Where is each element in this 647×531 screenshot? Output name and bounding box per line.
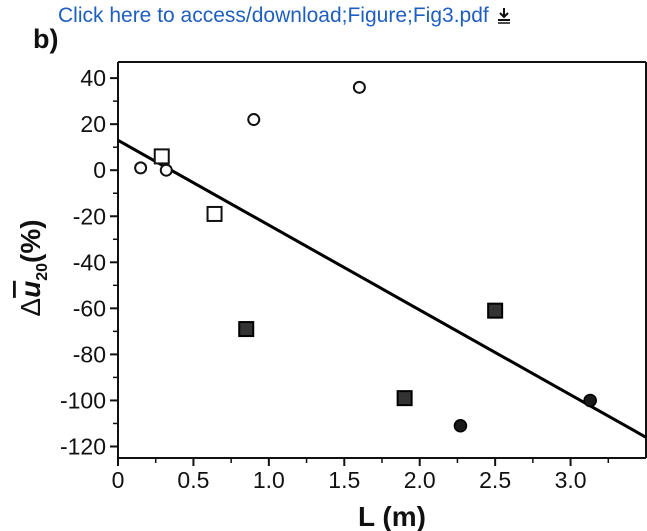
download-link-text[interactable]: Click here to access/download;Figure;Fig… [58, 4, 489, 27]
filled-square-point [238, 321, 255, 338]
y-tick-label: -80 [73, 341, 106, 367]
download-link[interactable]: Click here to access/download;Figure;Fig… [58, 4, 513, 28]
x-tick-label: 0.5 [177, 467, 209, 493]
y-tick-label: 20 [80, 111, 106, 137]
open-circle-point [134, 161, 148, 175]
open-circle-point [159, 163, 173, 177]
y-tick-label: -60 [73, 295, 106, 321]
y-tick-label: -20 [73, 203, 106, 229]
filled-square-point [487, 302, 504, 319]
x-axis-title: L (m) [358, 501, 426, 531]
filled-square-point [396, 390, 413, 407]
y-tick-label: -120 [60, 433, 106, 459]
download-icon[interactable] [497, 6, 513, 26]
open-square-point [153, 148, 170, 165]
open-circle-point [247, 113, 261, 127]
axes [117, 61, 647, 459]
y-title-subscript: 20 [34, 263, 51, 281]
y-title-delta: Δ [15, 298, 46, 317]
trend-line-group [117, 138, 647, 439]
y-axis-title-text: Δu20(%) [15, 219, 51, 316]
ticks: 0 0.5 1.0 1.5 2.0 2.5 3.0 40 20 0 -20 -40 -60 -80 -100… [60, 65, 610, 493]
panel-label: b) [33, 24, 59, 54]
y-tick-label: -40 [73, 249, 106, 275]
y-tick-label: 0 [93, 157, 106, 183]
y-tick-label: -100 [60, 387, 106, 413]
y-title-unit: (%) [15, 219, 46, 263]
x-tick-label: 1.0 [253, 467, 285, 493]
x-tick-label: 1.5 [328, 467, 360, 493]
filled-circle-point [453, 419, 468, 433]
y-tick-label: 40 [80, 65, 106, 91]
x-tick-label: 2.5 [479, 467, 511, 493]
y-axis-title: Δu20(%) [15, 219, 51, 316]
x-tick-label: 3.0 [555, 467, 587, 493]
trend-line [117, 138, 647, 439]
data-points [134, 80, 597, 433]
x-tick-label: 2.0 [404, 467, 436, 493]
filled-circle-point [583, 393, 597, 408]
x-tick-label: 0 [112, 467, 125, 493]
y-title-u: u [15, 281, 46, 298]
open-circle-point [352, 80, 366, 94]
open-square-point [206, 205, 223, 222]
